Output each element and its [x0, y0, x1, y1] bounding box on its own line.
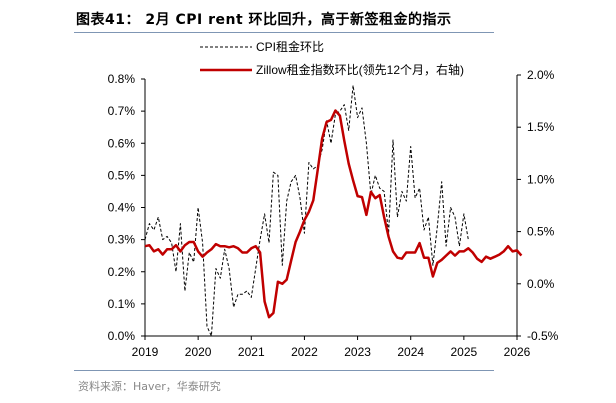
- left-tick-label: 0.5%: [108, 168, 136, 182]
- left-tick-label: 0.4%: [108, 201, 136, 215]
- right-tick-label: 0.0%: [527, 277, 555, 291]
- series-line-cpi-rent: [144, 84, 469, 337]
- left-tick-label: 0.0%: [108, 329, 136, 343]
- left-tick-label: 0.6%: [108, 136, 136, 150]
- right-tick-label: 1.0%: [527, 172, 555, 186]
- left-tick-label: 0.1%: [108, 297, 136, 311]
- legend-label-zillow: Zillow租金指数环比(领先12个月，右轴): [256, 62, 464, 77]
- x-tick-label: 2021: [238, 345, 265, 359]
- right-tick-label: 0.5%: [527, 225, 555, 239]
- left-tick-label: 0.7%: [108, 104, 136, 118]
- right-tick-label: 2.0%: [527, 68, 555, 82]
- right-tick-label: 1.5%: [527, 120, 555, 134]
- series-line-zillow-rent: [144, 109, 523, 319]
- x-tick-label: 2023: [344, 345, 371, 359]
- title-divider: [74, 32, 494, 33]
- x-tick-label: 2019: [132, 345, 159, 359]
- series-lines: [144, 84, 523, 337]
- source-note: 资料来源：Haver，华泰研究: [78, 380, 221, 393]
- left-tick-label: 0.2%: [108, 265, 136, 279]
- left-tick-label: 0.3%: [108, 233, 136, 247]
- right-tick-label: -0.5%: [527, 329, 559, 343]
- legend: CPI租金环比 Zillow租金指数环比(领先12个月，右轴): [200, 39, 464, 77]
- chart-title: 图表41： 2月 CPI rent 环比回升，高于新签租金的指示: [76, 12, 452, 28]
- x-tick-label: 2020: [185, 345, 212, 359]
- x-tick-label: 2026: [504, 345, 531, 359]
- axes: 0.0% 0.1% 0.2% 0.3% 0.4% 0.5% 0.6% 0.7% 0.8% -0.5…: [108, 68, 559, 359]
- x-tick-label: 2022: [291, 345, 318, 359]
- x-tick-label: 2024: [397, 345, 424, 359]
- legend-label-cpi: CPI租金环比: [256, 39, 324, 54]
- footer-divider: [74, 370, 494, 371]
- x-tick-label: 2025: [451, 345, 478, 359]
- left-tick-label: 0.8%: [108, 72, 136, 86]
